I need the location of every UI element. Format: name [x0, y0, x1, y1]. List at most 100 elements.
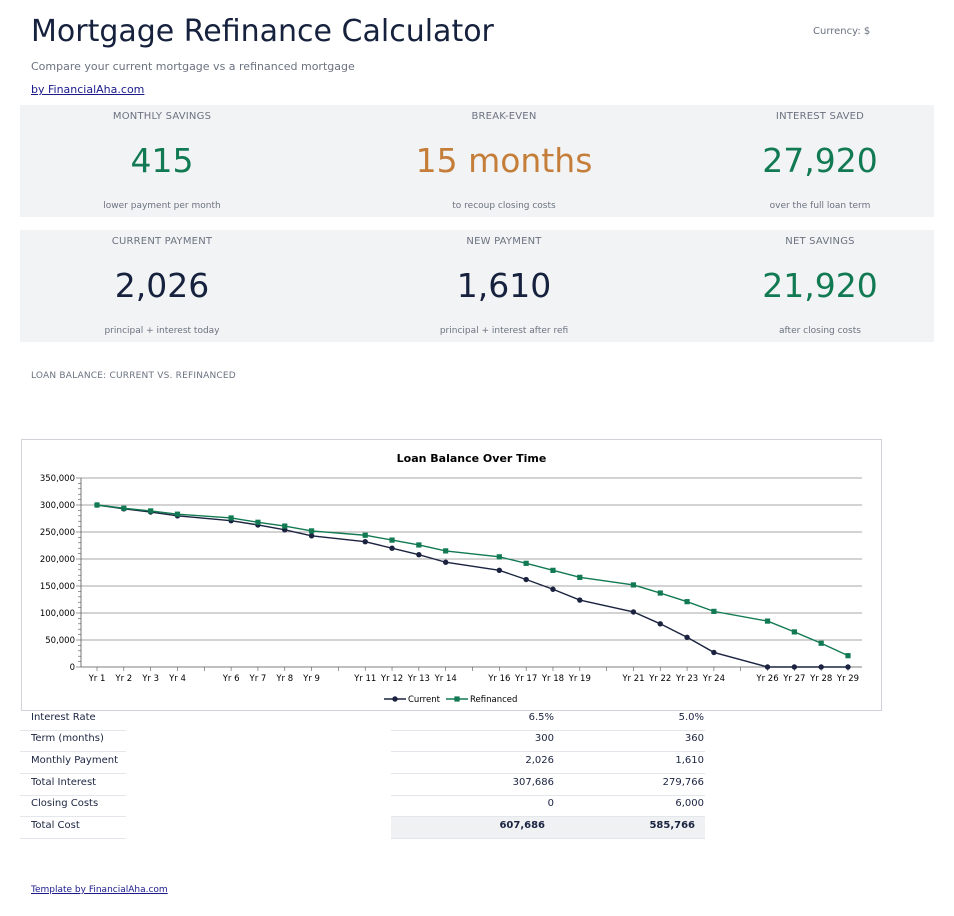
row-label: Closing Costs — [31, 798, 99, 809]
chart-section-label: LOAN BALANCE: CURRENT VS. REFINANCED — [31, 371, 236, 381]
refinanced-point — [550, 567, 556, 573]
series-line-refinanced — [96, 504, 849, 657]
chart-svg: Loan Balance Over Time 0 50,000 100,000 150,… — [40, 452, 862, 705]
row-label-cell: Total Cost — [20, 817, 126, 839]
page-title: Mortgage Refinance Calculator — [31, 14, 494, 49]
kpi-label: BREAK-EVEN — [471, 111, 537, 122]
kpi-caption: after closing costs — [779, 326, 861, 336]
chart-title: Loan Balance Over Time — [397, 452, 547, 465]
x-tick-label: Yr 8 — [275, 674, 293, 684]
series-line-current — [96, 504, 848, 668]
legend-label: Refinanced — [470, 695, 517, 705]
kpi-label: MONTHLY SAVINGS — [112, 111, 212, 122]
table-row: Closing Costs 0 6,000 — [20, 795, 705, 817]
row-label: Monthly Payment — [31, 755, 118, 766]
y-tick-label: 300,000 — [40, 501, 75, 511]
row-values-cell: 6.5% 5.0% — [391, 709, 705, 731]
y-tick-label: 350,000 — [40, 474, 75, 484]
y-tick-label: 50,000 — [45, 636, 75, 646]
refinanced-value: 279,766 — [662, 777, 704, 788]
current-point — [818, 664, 824, 670]
current-point — [308, 533, 315, 539]
current-point — [684, 634, 690, 640]
kpi-break-even: BREAK-EVEN 15 months to recoup closing c… — [364, 105, 644, 217]
kpi-row-savings: MONTHLY SAVINGS 415 lower payment per mo… — [20, 105, 934, 217]
row-label: Total Interest — [31, 777, 97, 788]
kpi-value: 21,920 — [762, 266, 878, 305]
x-tick-label: Yr 28 — [809, 674, 832, 684]
refinanced-value: 1,610 — [675, 755, 704, 766]
current-value: 300 — [534, 733, 554, 744]
refinanced-value: 585,766 — [649, 820, 695, 831]
refinanced-point — [228, 515, 234, 521]
x-tick-label: Yr 21 — [621, 674, 644, 684]
refinanced-point — [577, 574, 583, 580]
row-label: Interest Rate — [31, 712, 96, 723]
refinanced-point — [443, 548, 449, 554]
refinanced-point — [416, 542, 422, 548]
row-label: Term (months) — [31, 733, 104, 744]
refinanced-point — [148, 508, 154, 514]
kpi-label: NET SAVINGS — [785, 236, 855, 247]
current-point — [845, 664, 851, 670]
y-tick-label: 200,000 — [40, 555, 75, 565]
x-tick-label: Yr 4 — [168, 674, 186, 684]
x-tick-label: Yr 18 — [541, 674, 564, 684]
refinanced-point — [630, 582, 637, 588]
kpi-monthly-savings: MONTHLY SAVINGS 415 lower payment per mo… — [22, 105, 302, 217]
row-label-cell: Monthly Payment — [20, 752, 126, 774]
refinanced-value: 360 — [684, 733, 704, 744]
loan-balance-chart: Loan Balance Over Time 0 50,000 100,000 150,… — [21, 439, 882, 711]
current-point — [711, 649, 717, 656]
current-point — [764, 664, 771, 670]
kpi-label: CURRENT PAYMENT — [111, 236, 213, 247]
refinanced-point — [255, 519, 261, 525]
table-row: Total Cost 607,686 585,766 — [20, 817, 705, 839]
x-tick-label: Yr 26 — [755, 674, 778, 684]
kpi-net-savings: NET SAVINGS 21,920 after closing costs — [680, 230, 954, 342]
table-row: Term (months) 300 360 — [20, 730, 705, 752]
x-tick-label: Yr 2 — [114, 674, 132, 684]
current-value: 307,686 — [512, 777, 554, 788]
refinanced-point — [818, 640, 824, 646]
x-tick-label: Yr 12 — [380, 674, 403, 684]
legend-label: Current — [408, 695, 441, 705]
refinanced-point — [389, 537, 395, 543]
row-label: Total Cost — [31, 820, 80, 831]
current-value: 607,686 — [499, 820, 545, 831]
row-label-cell: Total Interest — [20, 774, 126, 796]
page-subtitle: Compare your current mortgage vs a refin… — [31, 60, 355, 73]
row-values-cell: 0 6,000 — [391, 795, 705, 817]
refinanced-point — [657, 590, 663, 596]
refinanced-point — [496, 554, 502, 560]
current-value: 6.5% — [528, 712, 554, 723]
refinanced-point — [282, 523, 288, 529]
row-values-cell: 300 360 — [391, 730, 705, 752]
x-tick-label: Yr 24 — [702, 674, 725, 684]
current-point — [442, 559, 449, 565]
x-tick-label: Yr 7 — [249, 674, 267, 684]
x-tick-label: Yr 29 — [836, 674, 859, 684]
kpi-new-payment: NEW PAYMENT 1,610 principal + interest a… — [364, 230, 644, 342]
current-point — [577, 597, 583, 603]
byline-link[interactable]: by FinancialAha.com — [31, 83, 145, 96]
footer-template-link[interactable]: Template by FinancialAha.com — [31, 885, 168, 895]
kpi-label: INTEREST SAVED — [775, 111, 865, 122]
current-point — [496, 567, 503, 574]
x-tick-label: Yr 1 — [88, 674, 106, 684]
row-values-cell: 2,026 1,610 — [391, 752, 705, 774]
row-values-cell: 607,686 585,766 — [391, 817, 705, 839]
row-label-cell: Interest Rate — [20, 709, 126, 731]
table-row: Monthly Payment 2,026 1,610 — [20, 752, 705, 774]
refinanced-point — [523, 560, 529, 566]
y-tick-label: 100,000 — [40, 609, 75, 619]
refinanced-point — [174, 511, 181, 517]
current-point — [523, 576, 529, 583]
current-point — [550, 586, 556, 592]
kpi-row-payments: CURRENT PAYMENT 2,026 principal + intere… — [20, 230, 934, 342]
refinanced-point — [121, 505, 127, 511]
refinanced-point — [764, 618, 771, 624]
y-tick-label: 0 — [70, 663, 75, 673]
x-tick-label: Yr 22 — [648, 674, 671, 684]
x-tick-label: Yr 16 — [487, 674, 510, 684]
